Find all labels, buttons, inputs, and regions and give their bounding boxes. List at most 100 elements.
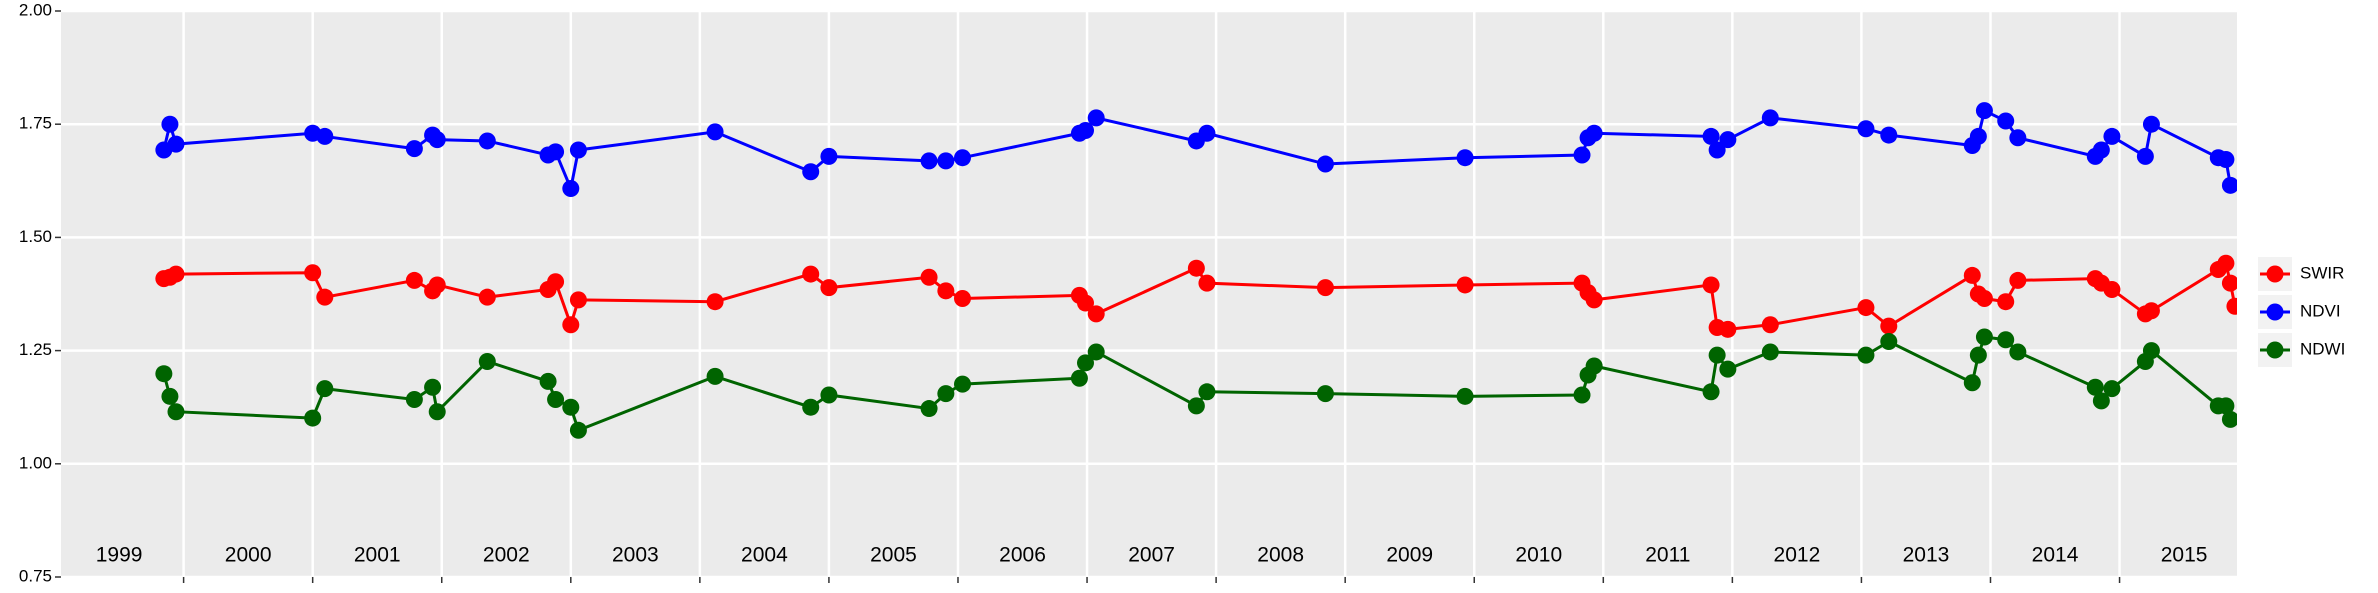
data-point <box>316 288 334 306</box>
data-point <box>2217 397 2235 415</box>
data-point <box>2103 127 2121 145</box>
data-point <box>405 391 423 409</box>
data-point <box>1187 259 1205 277</box>
data-point <box>920 400 938 418</box>
data-point <box>547 143 565 161</box>
data-point <box>2221 274 2237 292</box>
data-point <box>1187 397 1205 415</box>
data-point <box>1316 385 1334 403</box>
data-point <box>2092 141 2110 159</box>
data-point <box>1087 305 1105 323</box>
data-point <box>1975 328 1993 346</box>
data-point <box>1087 343 1105 361</box>
data-point <box>1963 374 1981 392</box>
data-point <box>428 403 446 421</box>
data-point <box>1070 369 1088 387</box>
year-label: 2002 <box>483 544 530 567</box>
data-point <box>1969 127 1987 145</box>
data-point <box>2086 378 2104 396</box>
data-point <box>1316 155 1334 173</box>
data-point <box>1975 102 1993 120</box>
data-point <box>2221 410 2237 428</box>
year-label: 2003 <box>612 544 659 567</box>
data-point <box>1997 293 2015 311</box>
year-label: 2000 <box>225 544 272 567</box>
data-point <box>1198 124 1216 142</box>
data-point <box>1880 333 1898 351</box>
data-point <box>2009 343 2027 361</box>
data-point <box>1702 383 1720 401</box>
data-point <box>1719 131 1737 149</box>
data-point <box>569 291 587 309</box>
year-label: 2013 <box>1903 544 1950 567</box>
data-point <box>1880 317 1898 335</box>
data-point <box>1857 120 1875 138</box>
data-point <box>547 391 565 409</box>
data-point <box>155 365 173 383</box>
legend-label: NDVI <box>2300 301 2341 320</box>
data-point <box>1708 141 1726 159</box>
legend-label: SWIR <box>2300 263 2344 282</box>
data-point <box>2142 302 2160 320</box>
data-point <box>802 398 820 416</box>
year-label: 2005 <box>870 544 917 567</box>
data-point <box>937 385 955 403</box>
data-point <box>569 141 587 159</box>
data-point <box>706 367 724 385</box>
data-point <box>1573 386 1591 404</box>
data-point <box>706 293 724 311</box>
data-point <box>2136 147 2154 165</box>
data-point <box>1573 146 1591 164</box>
data-point <box>562 179 580 197</box>
data-point <box>2217 254 2235 272</box>
data-point <box>820 386 838 404</box>
y-tick-label: 1.75 <box>19 114 52 133</box>
data-point <box>1456 387 1474 405</box>
year-label: 1999 <box>96 544 143 567</box>
data-point <box>1880 126 1898 144</box>
data-point <box>1702 127 1720 145</box>
data-point <box>1963 266 1981 284</box>
year-label: 2010 <box>1515 544 1562 567</box>
data-point <box>1997 112 2015 130</box>
data-point <box>1719 360 1737 378</box>
data-point <box>1077 294 1095 312</box>
data-point <box>954 149 972 167</box>
data-point <box>1456 149 1474 167</box>
year-label: 2004 <box>741 544 788 567</box>
data-point <box>547 273 565 291</box>
data-point <box>161 387 179 405</box>
year-label: 2007 <box>1128 544 1175 567</box>
data-point <box>424 378 442 396</box>
data-point <box>920 152 938 170</box>
data-point <box>2009 271 2027 289</box>
data-point <box>1585 124 1603 142</box>
data-point <box>167 403 185 421</box>
year-label: 2011 <box>1645 544 1690 567</box>
data-point <box>2092 392 2110 410</box>
data-point <box>1719 320 1737 338</box>
year-label: 2014 <box>2032 544 2079 567</box>
legend-label: NDWI <box>2300 339 2345 358</box>
data-point <box>1969 346 1987 364</box>
data-point <box>2217 151 2235 169</box>
data-point <box>954 290 972 308</box>
data-point <box>1857 299 1875 317</box>
y-tick-label: 1.00 <box>19 453 52 472</box>
data-point <box>802 265 820 283</box>
data-point <box>161 115 179 133</box>
data-point <box>1316 279 1334 297</box>
data-point <box>706 123 724 141</box>
y-tick-label: 2.00 <box>19 0 52 19</box>
data-point <box>802 163 820 181</box>
panel-background <box>61 11 2237 577</box>
data-point <box>428 276 446 294</box>
data-point <box>1702 276 1720 294</box>
data-point <box>167 135 185 153</box>
data-point <box>562 398 580 416</box>
data-point <box>1708 346 1726 364</box>
data-point <box>1087 109 1105 127</box>
data-point <box>562 316 580 334</box>
